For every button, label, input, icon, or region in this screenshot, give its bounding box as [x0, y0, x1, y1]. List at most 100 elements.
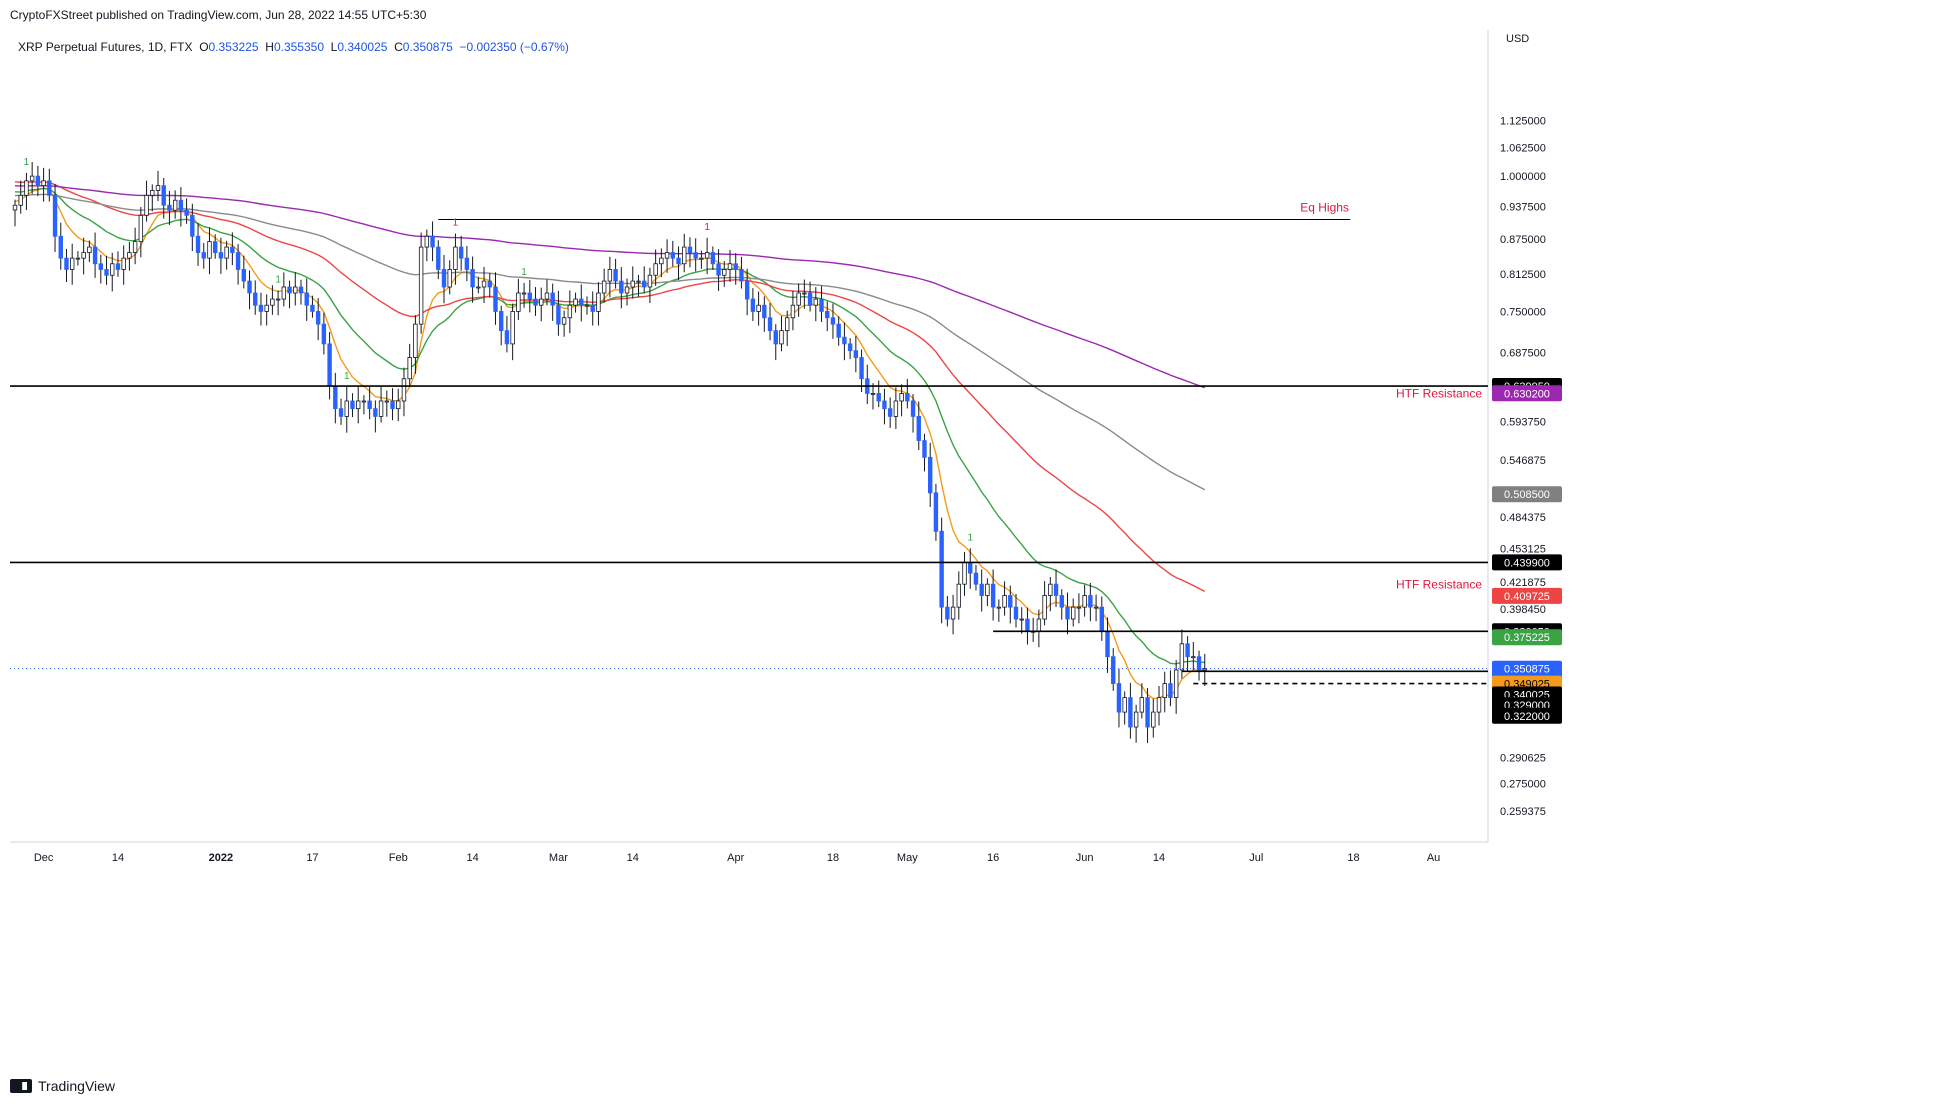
x-tick-label: 18: [1347, 852, 1359, 864]
candle-body: [327, 343, 332, 387]
candle-body: [190, 214, 195, 237]
candle-body: [1128, 697, 1133, 728]
candle-body: [796, 292, 801, 306]
candle-body: [1156, 697, 1162, 713]
candle-body: [41, 180, 46, 187]
candle-body: [58, 235, 63, 259]
candle-body: [155, 185, 161, 191]
candle-body: [533, 298, 538, 306]
candle-body: [298, 286, 304, 294]
ema-21-line: [14, 187, 1205, 665]
candle-body: [281, 286, 287, 300]
candle-body: [819, 298, 824, 312]
candle-body: [704, 252, 710, 259]
tradingview-brand[interactable]: TradingView: [10, 1078, 115, 1094]
ema-200-line: [14, 184, 1206, 389]
candle-body: [144, 194, 149, 216]
candle-body: [293, 286, 298, 294]
candle-body: [447, 269, 452, 288]
candle-body: [579, 298, 584, 306]
td-count-mark: 1: [24, 157, 30, 168]
candle-body: [453, 246, 458, 270]
y-tick-label: 0.398450: [1500, 604, 1546, 616]
candle-body: [52, 194, 58, 237]
candle-body: [870, 393, 876, 395]
candle-body: [950, 606, 956, 620]
candle-body: [733, 263, 738, 270]
candle-body: [487, 280, 492, 288]
candle-body: [893, 400, 899, 417]
candle-body: [338, 408, 344, 417]
x-tick-label: Jun: [1076, 852, 1094, 864]
candle-body: [521, 292, 527, 295]
candle-body: [184, 209, 189, 216]
y-tick-label: 0.812500: [1500, 269, 1546, 281]
candle-body: [1173, 669, 1179, 699]
high-label: H: [265, 40, 274, 54]
x-tick-label: 17: [306, 852, 318, 864]
symbol-name[interactable]: XRP Perpetual Futures, 1D, FTX: [18, 40, 193, 54]
candle-body: [458, 246, 464, 259]
candle-body: [1191, 656, 1196, 659]
candle-body: [653, 263, 658, 276]
candle-body: [1071, 606, 1076, 620]
symbol-legend: XRP Perpetual Futures, 1D, FTX O0.353225…: [18, 40, 569, 54]
candle-body: [1008, 595, 1013, 608]
y-tick-label: 0.453125: [1500, 543, 1546, 555]
candle-body: [64, 257, 69, 270]
candle-body: [304, 292, 309, 306]
candle-body: [687, 246, 693, 253]
candle-body: [1133, 711, 1139, 728]
td-count-mark: 1: [453, 217, 459, 228]
candle-body: [664, 252, 670, 259]
candle-body: [47, 180, 52, 196]
candle-body: [504, 330, 510, 345]
candle-body: [882, 400, 887, 410]
tradingview-logo-icon: [10, 1079, 32, 1093]
y-tick-label: 0.259375: [1500, 806, 1546, 818]
price-label-text: 0.375225: [1504, 632, 1550, 644]
x-tick-label: 14: [1153, 852, 1165, 864]
candle-body: [1093, 606, 1099, 609]
candle-body: [659, 257, 664, 265]
x-tick-label: Mar: [549, 852, 568, 864]
candle-body: [922, 440, 927, 458]
candle-body: [802, 292, 807, 295]
candle-body: [973, 572, 979, 585]
candle-body: [407, 357, 412, 380]
candle-body: [573, 298, 578, 306]
candle-body: [104, 269, 109, 276]
candle-body: [693, 252, 698, 259]
eq-highs-label: Eq Highs: [1300, 200, 1349, 214]
publisher-line: CryptoFXStreet published on TradingView.…: [10, 8, 427, 22]
candle-body: [1048, 583, 1053, 596]
candle-body: [739, 269, 744, 282]
candle-body: [887, 408, 893, 417]
x-tick-label: Dec: [34, 852, 54, 864]
candle-body: [1179, 643, 1185, 671]
htf-resistance-label: HTF Resistance: [1396, 386, 1482, 400]
candle-body: [1122, 697, 1127, 713]
candle-body: [853, 350, 859, 358]
candle-body: [29, 175, 35, 182]
change-value: −0.002350 (−0.67%): [459, 40, 569, 54]
candle-body: [830, 317, 836, 325]
price-label-text: 0.630200: [1504, 388, 1550, 400]
candle-body: [527, 292, 532, 300]
candle-body: [361, 400, 367, 403]
candle-body: [436, 246, 441, 270]
candle-body: [584, 304, 590, 307]
price-label-text: 0.409725: [1504, 591, 1550, 603]
candle-body: [1168, 683, 1173, 699]
price-label-box: [1492, 587, 1562, 604]
candle-body: [767, 317, 773, 332]
candle-body: [127, 252, 132, 259]
candle-body: [859, 357, 864, 380]
candle-body: [287, 286, 292, 294]
candle-body: [212, 241, 218, 253]
low-label: L: [330, 40, 338, 54]
candle-body: [567, 304, 573, 319]
candle-body: [842, 336, 847, 345]
y-tick-label: 1.062500: [1500, 143, 1546, 155]
